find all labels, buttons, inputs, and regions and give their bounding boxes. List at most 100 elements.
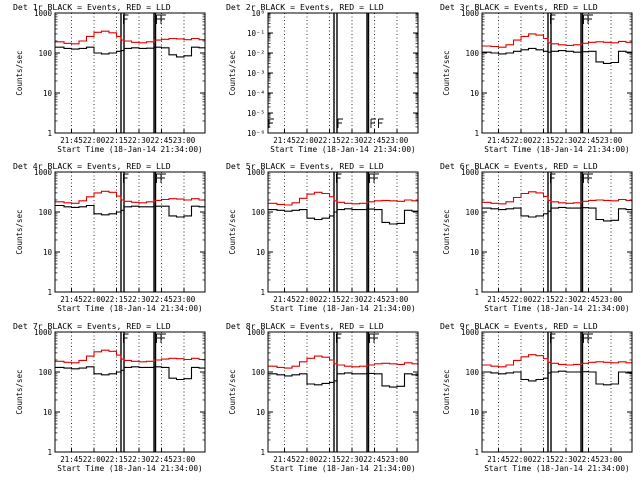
x-tick-label: 22:45 [150,295,173,304]
x-tick-label: 22:30 [128,136,151,145]
y-tick-label: 100 [251,368,265,377]
flag-glyph [378,118,384,128]
x-tick-label: 22:00 [83,455,106,464]
x-tick-label: 22:15 [105,295,128,304]
x-tick-label: 22:15 [318,295,341,304]
y-axis-label: Counts/sec [15,369,24,414]
x-tick-label: 21:45 [60,455,83,464]
y-tick-label: 1 [474,129,479,138]
x-tick-label: 21:45 [60,136,83,145]
x-axis-label: Start Time (18-Jan-14 21:34:00) [270,145,416,154]
x-tick-label: 22:45 [150,455,173,464]
x-tick-label: 23:00 [386,455,409,464]
plot-frame [267,171,419,293]
x-tick-label: 22:30 [555,136,578,145]
x-tick-label: 22:00 [296,136,319,145]
x-tick-label: 22:15 [532,455,555,464]
y-axis-label: Counts/sec [442,369,451,414]
y-axis-label: Counts/sec [442,50,451,95]
plot-frame [481,12,633,134]
flag-glyph [587,14,593,24]
flag-glyph [160,14,166,24]
plot-frame [267,331,419,453]
panel-title: Det 5r BLACK = Events, RED = LLD [226,161,384,171]
plot-frame [481,171,633,293]
series-events-line [55,204,206,218]
x-tick-label: 22:45 [577,295,600,304]
series-events-line [268,208,419,225]
flag-glyph [337,118,343,128]
flag-glyph [550,333,556,343]
x-axis-label: Start Time (18-Jan-14 21:34:00) [484,304,630,313]
y-axis-label: Counts/sec [228,369,237,414]
series-lld-line [482,354,633,368]
series-lld-line [268,355,419,369]
y-tick-label: 1000 [461,9,480,18]
flag-glyph [550,14,556,24]
x-axis-label: Start Time (18-Jan-14 21:34:00) [57,145,203,154]
plot-frame [54,12,206,134]
y-tick-label: 1000 [247,168,266,177]
flag-glyph [587,173,593,183]
panel-title: Det 8r BLACK = Events, RED = LLD [226,321,384,331]
x-tick-label: 22:45 [150,136,173,145]
plot-frame [54,331,206,453]
plot-frame [481,331,633,453]
y-tick-label: 1000 [34,328,53,337]
series-events-line [268,372,419,388]
plot-frame [54,171,206,293]
y-tick-label: 100 [38,368,52,377]
x-tick-label: 22:15 [105,136,128,145]
y-tick-label: 1 [474,448,479,457]
x-tick-label: 22:15 [105,455,128,464]
x-tick-label: 23:00 [173,136,196,145]
y-tick-label: 1 [260,448,265,457]
y-tick-label: 100 [465,49,479,58]
y-tick-label: 100 [465,208,479,217]
detector-panel: Det 6r BLACK = Events, RED = LLD 1 10 100 10… [440,161,633,313]
flag-glyph [123,173,129,183]
x-tick-label: 22:30 [555,455,578,464]
x-tick-label: 22:00 [296,295,319,304]
y-tick-label: 10 [470,248,480,257]
flag-glyph [373,173,379,183]
x-tick-label: 23:00 [600,455,623,464]
x-tick-label: 22:15 [532,295,555,304]
detector-panel: Det 8r BLACK = Events, RED = LLD 1 10 100 10… [226,321,419,473]
panel-title: Det 3r BLACK = Events, RED = LLD [440,2,598,12]
plot-frame [267,12,419,134]
x-tick-label: 22:45 [363,455,386,464]
series-lld-line [482,191,633,205]
y-axis-label: Counts/sec [228,50,237,95]
detector-panel: Det 9r BLACK = Events, RED = LLD 1 10 100 10… [440,321,633,473]
flag-glyph [123,333,129,343]
x-tick-label: 22:00 [510,295,533,304]
x-tick-label: 22:30 [128,455,151,464]
x-tick-label: 23:00 [386,295,409,304]
panel-title: Det 7r BLACK = Events, RED = LLD [13,321,171,331]
series-events-line [482,47,633,64]
y-tick-label: 10 [256,248,266,257]
y-tick-label: 100 [38,49,52,58]
x-tick-label: 22:00 [296,455,319,464]
y-axis-label: Counts/sec [228,209,237,254]
detector-panel: Det 3r BLACK = Events, RED = LLD 1 10 100 10… [440,2,633,154]
y-tick-label: 10 [43,89,53,98]
y-tick-label: 10 [256,408,266,417]
series-lld-line [55,349,206,364]
x-tick-label: 22:00 [83,295,106,304]
x-tick-label: 23:00 [386,136,409,145]
x-tick-label: 22:30 [341,295,364,304]
y-tick-label: 1000 [247,328,266,337]
x-tick-label: 23:00 [173,455,196,464]
flag-glyph [336,333,342,343]
series-events-line [482,370,633,386]
series-events-line [55,366,206,381]
flag-glyph [550,173,556,183]
y-axis-label: Counts/sec [15,209,24,254]
series-lld-line [482,33,633,48]
y-axis-label: Counts/sec [15,50,24,95]
series-lld-line [55,30,206,45]
y-tick-label: 10 [470,89,480,98]
x-axis-label: Start Time (18-Jan-14 21:34:00) [270,304,416,313]
